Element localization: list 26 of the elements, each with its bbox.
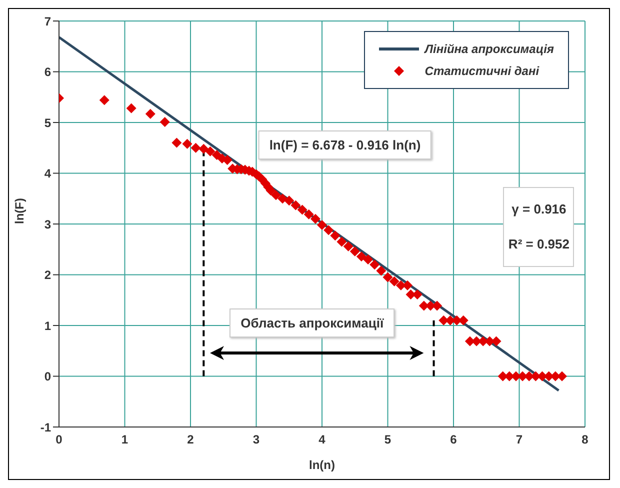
- y-tick-label: 4: [44, 166, 52, 181]
- annotation: ln(F) = 6.678 - 0.916 ln(n): [258, 130, 432, 160]
- x-tick-label: 2: [187, 432, 194, 447]
- y-tick-label: 5: [44, 116, 52, 130]
- y-tick-label: 3: [44, 217, 52, 232]
- x-tick-label: 0: [56, 432, 63, 447]
- x-tick-label: 4: [318, 432, 326, 447]
- annotation: R² = 0.952: [507, 236, 570, 254]
- y-tick-label: 0: [44, 370, 52, 384]
- x-tick-label: 8: [582, 432, 589, 447]
- annotation: γ = 0.916: [510, 200, 568, 218]
- y-axis-title: ln(F): [12, 198, 26, 224]
- y-tick-label: 1: [44, 318, 52, 333]
- y-tick-label: 6: [44, 65, 52, 80]
- x-tick-label: 6: [450, 432, 458, 447]
- x-axis-title: ln(n): [309, 458, 335, 472]
- x-tick-label: 5: [384, 432, 392, 447]
- x-tick-label: 1: [121, 432, 128, 447]
- x-tick-label: 7: [516, 432, 523, 447]
- annotation: Область апроксимації: [230, 308, 395, 338]
- x-tick-label: 3: [252, 432, 260, 447]
- y-tick-label: 2: [44, 268, 52, 282]
- y-tick-label: -1: [40, 420, 52, 434]
- legend-label: Лінійна апроксимація: [424, 42, 554, 56]
- legend-label: Статистичні дані: [424, 64, 540, 78]
- y-tick-label: 7: [44, 14, 52, 28]
